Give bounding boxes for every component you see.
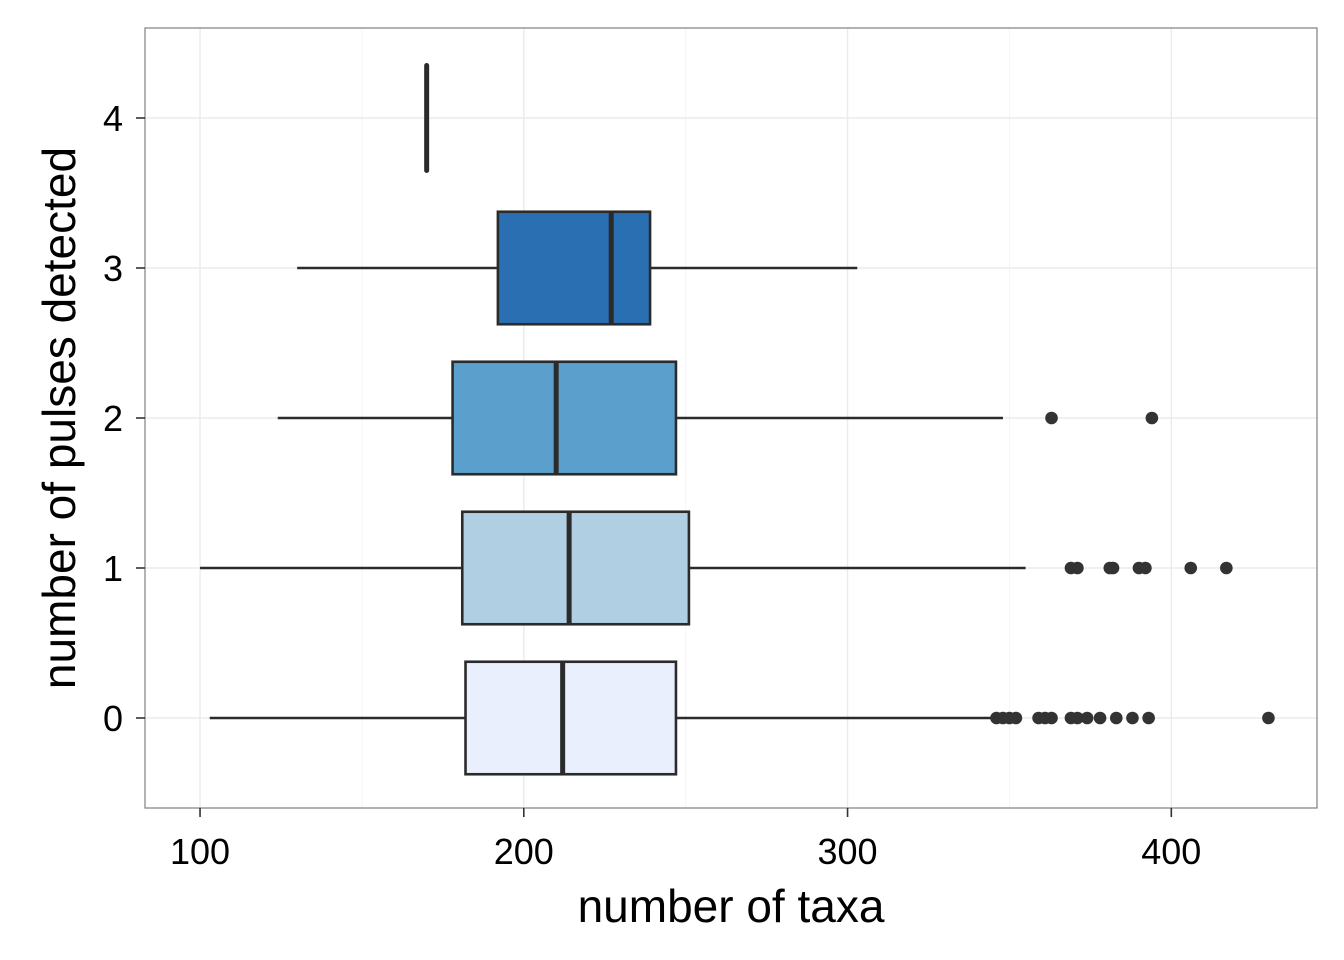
y-tick-label: 4	[103, 98, 123, 139]
outlier-point	[1009, 711, 1023, 725]
outlier-point	[1184, 561, 1198, 575]
box-group-3	[297, 210, 858, 326]
axis-ticks: 100 200 300 400 0 1 2 3 4	[103, 98, 1201, 872]
outlier-point	[1071, 561, 1084, 575]
x-tick-label: 400	[1141, 831, 1201, 872]
outlier-point	[1071, 711, 1084, 725]
box-iqr	[496, 210, 652, 326]
box-group-1	[200, 510, 1233, 626]
x-axis-title: number of taxa	[578, 880, 885, 932]
box-group-2	[277, 360, 1159, 476]
outlier-point	[1145, 411, 1159, 425]
x-tick-label: 100	[170, 831, 230, 872]
y-axis-title: number of pulses detected	[33, 147, 85, 689]
outlier-point	[1045, 411, 1058, 425]
outlier-point	[1142, 711, 1155, 725]
outlier-point	[1093, 711, 1107, 725]
outlier-point	[1220, 561, 1233, 575]
outlier-point	[1045, 711, 1058, 725]
box-group-0	[209, 660, 1275, 776]
outlier-point	[1080, 711, 1094, 725]
x-tick-label: 300	[818, 831, 878, 872]
y-tick-label: 2	[103, 398, 123, 439]
box-iqr	[451, 360, 678, 476]
outlier-point	[1106, 561, 1120, 575]
outlier-point	[1139, 561, 1152, 575]
box-series	[200, 63, 1275, 776]
y-tick-label: 3	[103, 248, 123, 289]
y-tick-label: 0	[103, 698, 123, 739]
outlier-point	[1126, 711, 1139, 725]
box-iqr	[460, 510, 691, 626]
box-iqr	[464, 660, 678, 776]
y-tick-label: 1	[103, 548, 123, 589]
x-tick-label: 200	[494, 831, 554, 872]
outlier-point	[1262, 711, 1275, 725]
outlier-point	[1109, 711, 1123, 725]
